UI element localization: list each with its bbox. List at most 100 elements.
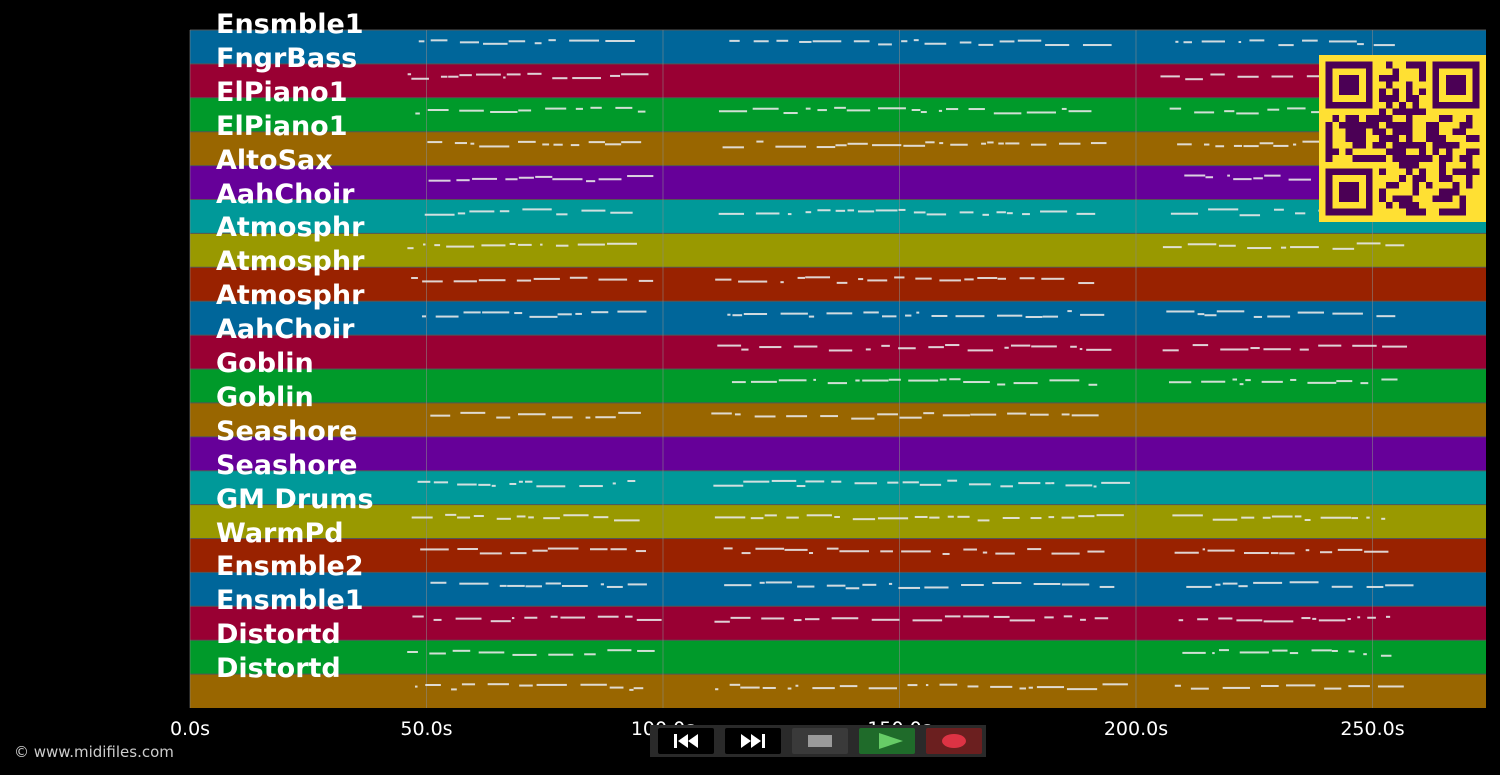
- note-mark: [857, 210, 875, 213]
- note-mark: [610, 211, 633, 214]
- note-mark: [473, 515, 484, 518]
- note-mark: [888, 378, 901, 381]
- track-band: [190, 267, 1486, 302]
- note-mark: [427, 141, 443, 144]
- note-mark: [463, 311, 481, 314]
- note-mark: [506, 73, 521, 76]
- note-mark: [1102, 683, 1128, 686]
- note-mark: [862, 379, 889, 382]
- stop-button[interactable]: [792, 728, 848, 754]
- note-mark: [637, 649, 655, 652]
- note-mark: [919, 483, 942, 486]
- fast-forward-button[interactable]: [725, 728, 781, 754]
- note-mark: [457, 212, 466, 215]
- credit-text: © www.midifiles.com: [14, 743, 174, 761]
- note-mark: [627, 480, 636, 483]
- rewind-button[interactable]: [658, 728, 714, 754]
- note-mark: [617, 310, 647, 313]
- note-mark: [1019, 687, 1027, 690]
- note-mark: [913, 39, 919, 42]
- note-mark: [875, 209, 898, 212]
- note-mark: [1078, 515, 1095, 518]
- note-mark: [964, 278, 974, 281]
- note-mark: [1233, 144, 1243, 147]
- note-mark: [1031, 345, 1057, 348]
- note-mark: [589, 548, 608, 551]
- note-mark: [615, 106, 633, 109]
- tick-label: 0.0s: [169, 718, 211, 740]
- note-mark: [420, 548, 449, 551]
- note-mark: [949, 378, 961, 381]
- note-mark: [1318, 344, 1342, 347]
- note-mark: [923, 412, 935, 415]
- tick-label: 200.0s: [1103, 718, 1169, 740]
- note-mark: [1070, 345, 1077, 348]
- note-mark: [1186, 585, 1212, 588]
- note-mark: [852, 518, 876, 521]
- note-mark: [1027, 548, 1042, 551]
- note-mark: [1019, 277, 1035, 280]
- note-mark: [847, 209, 855, 212]
- note-mark: [1212, 652, 1215, 655]
- note-mark: [1233, 178, 1252, 181]
- note-mark: [878, 107, 906, 110]
- note-mark: [533, 277, 560, 280]
- note-mark: [1086, 348, 1112, 351]
- note-mark: [459, 74, 472, 77]
- note-mark: [944, 615, 961, 618]
- note-mark: [867, 279, 888, 282]
- note-mark: [836, 281, 848, 284]
- track-label: FngrBass: [216, 42, 358, 74]
- track-band: [190, 538, 1486, 573]
- note-mark: [913, 211, 926, 214]
- track-band: [190, 30, 1486, 64]
- track-label: Atmosphr: [216, 212, 365, 244]
- note-mark: [759, 581, 765, 584]
- note-mark: [947, 515, 954, 518]
- play-button[interactable]: [859, 728, 915, 754]
- note-mark: [577, 243, 605, 246]
- note-mark: [713, 484, 744, 487]
- record-icon: [942, 734, 966, 748]
- track-label: Seashore: [216, 415, 358, 447]
- track-label: Ensmble1: [216, 585, 364, 617]
- note-mark: [908, 379, 939, 382]
- note-mark: [452, 649, 471, 652]
- note-mark: [1197, 313, 1205, 316]
- note-mark: [1222, 582, 1238, 585]
- note-mark: [1294, 515, 1302, 518]
- note-mark: [817, 209, 831, 212]
- note-mark: [1017, 39, 1042, 42]
- note-mark: [525, 585, 542, 588]
- note-mark: [547, 547, 579, 550]
- record-button[interactable]: [926, 728, 982, 754]
- note-mark: [552, 178, 583, 181]
- note-mark: [907, 684, 918, 687]
- note-mark: [418, 40, 425, 43]
- note-mark: [1067, 310, 1072, 313]
- note-mark: [627, 175, 654, 178]
- note-mark: [518, 109, 532, 112]
- note-mark: [928, 346, 944, 349]
- note-mark: [1237, 75, 1259, 78]
- note-mark: [734, 413, 741, 416]
- note-mark: [609, 686, 624, 689]
- track-label: AahChoir: [216, 178, 355, 210]
- note-mark: [982, 213, 989, 216]
- note-mark: [429, 652, 446, 655]
- note-mark: [572, 77, 601, 80]
- note-mark: [1036, 686, 1065, 689]
- track-label: GM Drums: [216, 483, 374, 515]
- note-mark: [433, 481, 449, 484]
- track-label: ElPiano1: [216, 110, 348, 142]
- note-mark: [478, 279, 506, 282]
- note-mark: [1363, 653, 1367, 656]
- note-mark: [1068, 110, 1092, 113]
- note-mark: [1373, 44, 1395, 47]
- note-mark: [764, 514, 777, 517]
- note-mark: [727, 313, 731, 316]
- note-mark: [1026, 111, 1056, 114]
- note-mark: [795, 684, 799, 687]
- note-mark: [1049, 379, 1080, 382]
